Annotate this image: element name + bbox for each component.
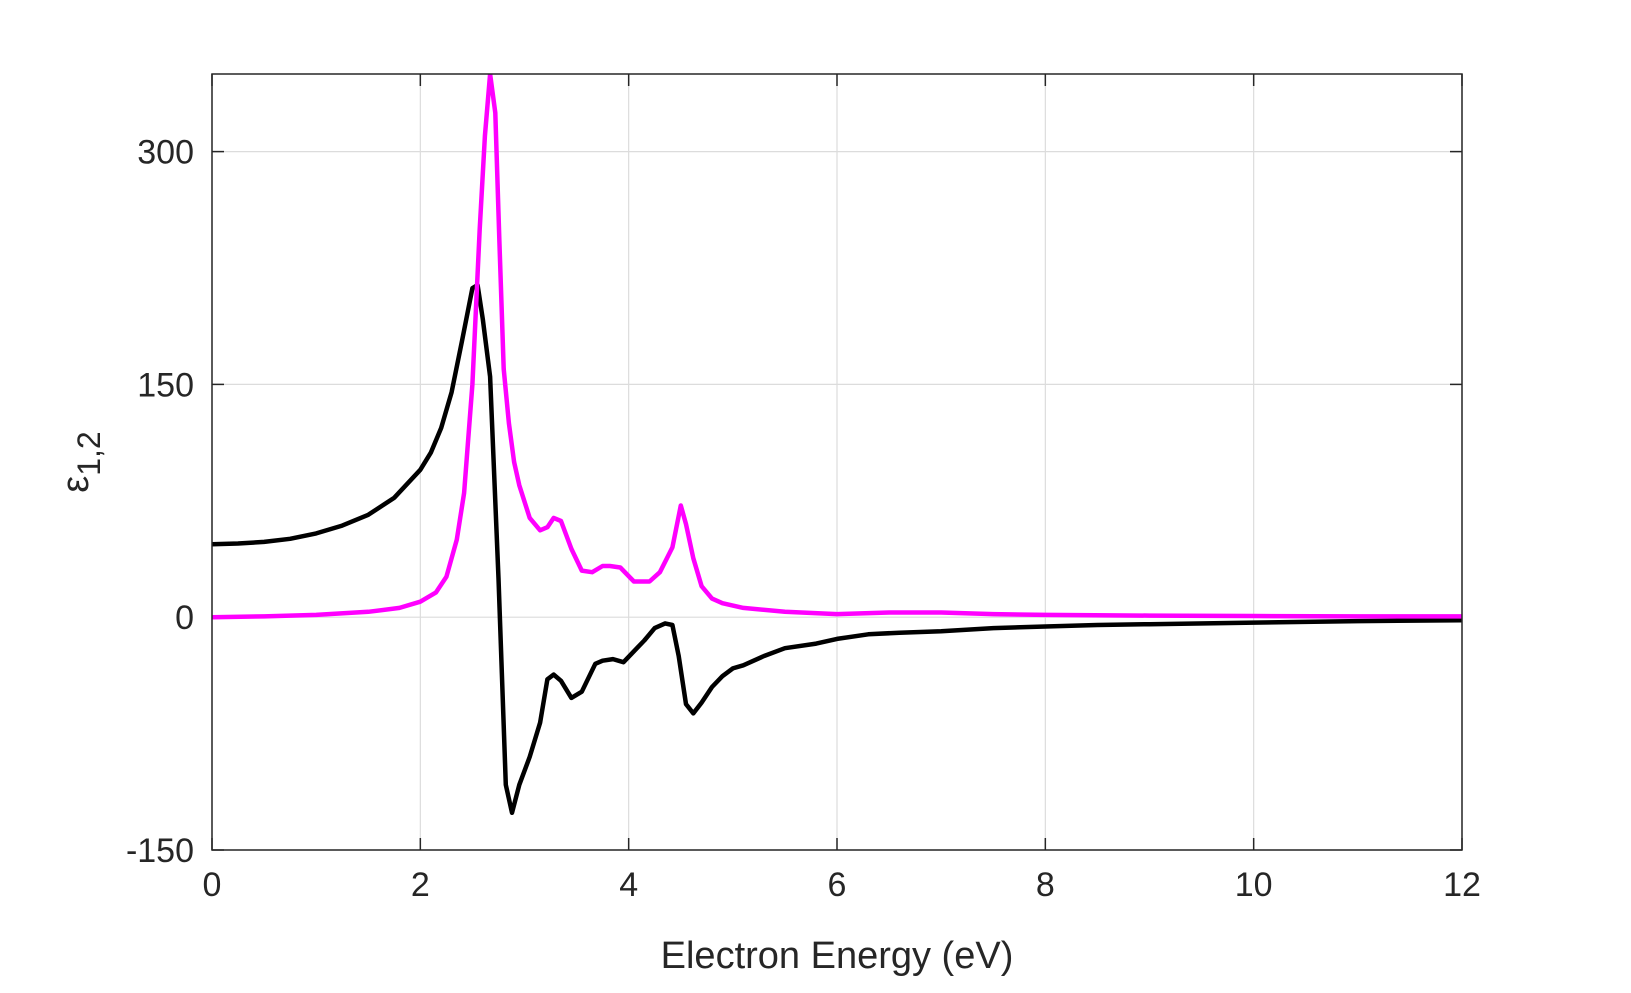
y-axis-label: ε1,2 [55,431,107,492]
x-tick-label: 6 [828,866,847,904]
y-tick-label: -150 [126,832,194,870]
y-tick-label: 150 [137,366,194,404]
series-lines [212,74,1462,816]
x-tick-label: 10 [1235,866,1273,904]
x-tick-label: 2 [411,866,430,904]
y-tick-label: 0 [175,599,194,637]
y-axis-label-subscript: 1,2 [71,431,107,475]
y-axis-label-symbol: ε [55,476,97,493]
x-tick-label: 4 [619,866,638,904]
x-axis-label: Electron Energy (eV) [661,935,1014,977]
y-tick-label: 300 [137,134,194,172]
series-line-1 [212,282,1462,816]
plot-area-frame [211,73,1463,851]
series-line-2 [212,74,1462,620]
x-tick-label: 0 [203,866,222,904]
x-tick-label: 12 [1443,866,1481,904]
x-tick-label: 8 [1036,866,1055,904]
